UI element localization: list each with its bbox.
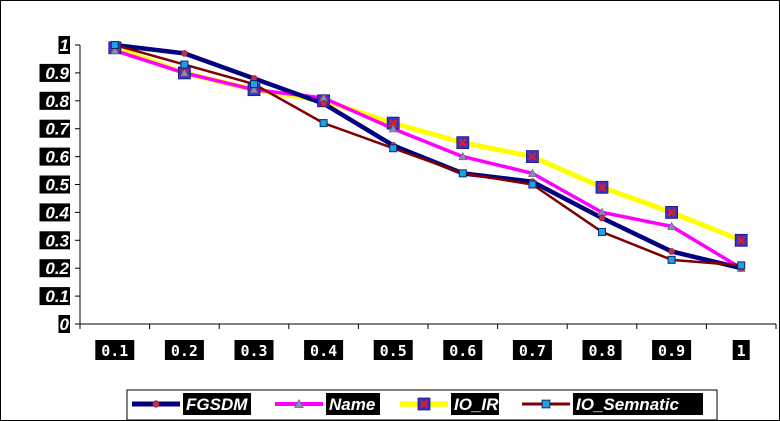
y-tick-label-bg [39, 147, 70, 166]
point-io-semnatic [180, 60, 189, 69]
series-line-fgsdm [114, 42, 742, 271]
legend: FGSDM Name IO_IR IO_Semnatic [126, 389, 718, 421]
x-tick-label-bg [443, 340, 483, 360]
x-tick-label: 0.2 [171, 342, 198, 360]
legend-swatch-marker [417, 397, 431, 411]
series-lines [113, 42, 743, 271]
point-io-ir [665, 205, 678, 219]
y-tick-label-bg [39, 63, 70, 82]
y-tick-label-bg [39, 231, 70, 250]
legend-swatch-marker [152, 400, 160, 408]
legend-label: Name [329, 395, 375, 414]
y-tick-label-bg [39, 203, 70, 222]
y-tick-label: 1 [60, 36, 69, 55]
x-axis-ticks: 0.1 0.2 0.3 0.4 0.5 0.6 0.7 0.8 0.9 1 [79, 324, 777, 360]
point-io-semnatic [528, 180, 537, 189]
point-io-semnatic [737, 261, 746, 270]
y-tick-label: 0.6 [45, 148, 69, 167]
x-tick-label-bg [582, 340, 622, 360]
x-tick-label: 0.7 [519, 342, 546, 360]
y-tick-label: 0.3 [45, 231, 69, 250]
legend-label-bg [573, 393, 703, 415]
point-name [527, 168, 537, 177]
point-io-semnatic [667, 255, 676, 264]
point-fgsdm [181, 50, 188, 57]
point-io-ir [456, 136, 470, 150]
y-tick-label: 0.8 [45, 92, 69, 111]
y-tick-label-bg [39, 91, 70, 110]
point-fgsdm [598, 214, 606, 222]
point-name [667, 221, 677, 230]
legend-label: IO_Semnatic [576, 395, 680, 414]
x-tick-label: 0.8 [588, 342, 615, 360]
y-tick-label: 0.7 [45, 120, 70, 139]
legend-label-bg [326, 393, 380, 415]
x-tick-label-bg [95, 340, 135, 360]
x-tick-label: 1 [737, 342, 746, 360]
x-tick-label: 0.9 [658, 342, 685, 360]
legend-label: IO_IR [454, 395, 499, 414]
x-tick-label-bg [512, 340, 552, 360]
x-tick-label: 0.3 [240, 342, 267, 360]
point-io-ir [386, 116, 400, 130]
x-tick-label-bg [652, 340, 692, 360]
legend-item-io-ir: IO_IR [400, 393, 499, 415]
point-name [249, 85, 259, 94]
point-name [110, 45, 120, 55]
point-io-ir [526, 150, 539, 164]
series-line-io-semnatic [114, 43, 742, 267]
series-line-name [114, 48, 743, 270]
y-tick-label: 0.2 [45, 259, 69, 278]
y-tick-label: 0.4 [45, 203, 69, 222]
x-tick-label-bg [234, 340, 274, 360]
y-axis-ticks: 0 0.1 0.2 0.3 0.4 0.5 0.6 0.7 0.8 0.9 1 [39, 36, 80, 334]
point-io-semnatic [598, 227, 606, 236]
y-tick-label: 0.1 [45, 287, 69, 306]
point-io-semnatic [389, 144, 398, 153]
legend-swatch-marker [541, 399, 551, 409]
point-io-ir [595, 180, 609, 194]
legend-swatch-marker [294, 398, 304, 408]
point-io-semnatic [250, 80, 258, 89]
legend-item-io-semnatic: IO_Semnatic [522, 393, 703, 415]
point-io-semnatic [458, 169, 467, 178]
legend-label-bg [183, 393, 251, 415]
x-tick-label: 0.5 [380, 342, 407, 360]
y-tick-label-bg [39, 119, 70, 138]
point-name [458, 151, 468, 161]
y-tick-label: 0.9 [45, 64, 69, 83]
point-io-ir [734, 233, 748, 247]
point-fgsdm [320, 100, 327, 107]
point-name [179, 68, 189, 77]
x-tick-label: 0.1 [101, 342, 128, 360]
x-tick-label-bg [732, 340, 750, 360]
axes [79, 45, 776, 325]
point-io-semnatic [319, 119, 328, 128]
legend-item-name: Name [275, 393, 380, 415]
legend-label: FGSDM [186, 395, 248, 414]
point-fgsdm [668, 248, 675, 255]
y-tick-label-bg [58, 36, 70, 54]
x-tick-label: 0.6 [449, 342, 476, 360]
series-markers [108, 41, 748, 272]
y-tick-label-bg [39, 287, 70, 306]
y-tick-label: 0 [60, 315, 70, 334]
x-tick-label-bg [164, 340, 204, 360]
point-io-semnatic [110, 41, 119, 49]
y-tick-label-bg [39, 175, 70, 194]
y-tick-label-bg [58, 315, 70, 333]
x-tick-label-bg [373, 340, 413, 360]
legend-item-fgsdm: FGSDM [132, 393, 251, 415]
x-tick-label: 0.4 [310, 342, 337, 360]
x-tick-label-bg [304, 340, 344, 360]
legend-label-bg [451, 393, 499, 415]
point-name [388, 124, 398, 133]
y-tick-label: 0.5 [45, 176, 69, 195]
y-tick-label-bg [39, 259, 70, 278]
